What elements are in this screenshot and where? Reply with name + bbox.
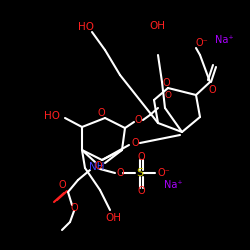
Text: O: O [208,85,216,95]
Text: OH: OH [105,213,121,223]
Text: O: O [94,161,102,171]
Text: O: O [137,186,145,196]
Text: O⁻: O⁻ [195,38,208,48]
Text: OH: OH [149,21,165,31]
Text: O: O [70,203,78,213]
Text: O⁻: O⁻ [158,168,171,178]
Text: NH: NH [89,162,105,172]
Text: HO: HO [78,22,94,32]
Text: O: O [131,138,139,148]
Text: O: O [116,168,124,178]
Text: O: O [134,115,142,125]
Text: S: S [136,168,143,178]
Text: O: O [97,108,105,118]
Text: O: O [58,180,66,190]
Text: HO: HO [44,111,60,121]
Text: Na⁺: Na⁺ [164,180,182,190]
Text: O: O [137,152,145,162]
Text: O: O [164,90,172,100]
Text: Na⁺: Na⁺ [215,35,234,45]
Text: O: O [162,78,170,88]
